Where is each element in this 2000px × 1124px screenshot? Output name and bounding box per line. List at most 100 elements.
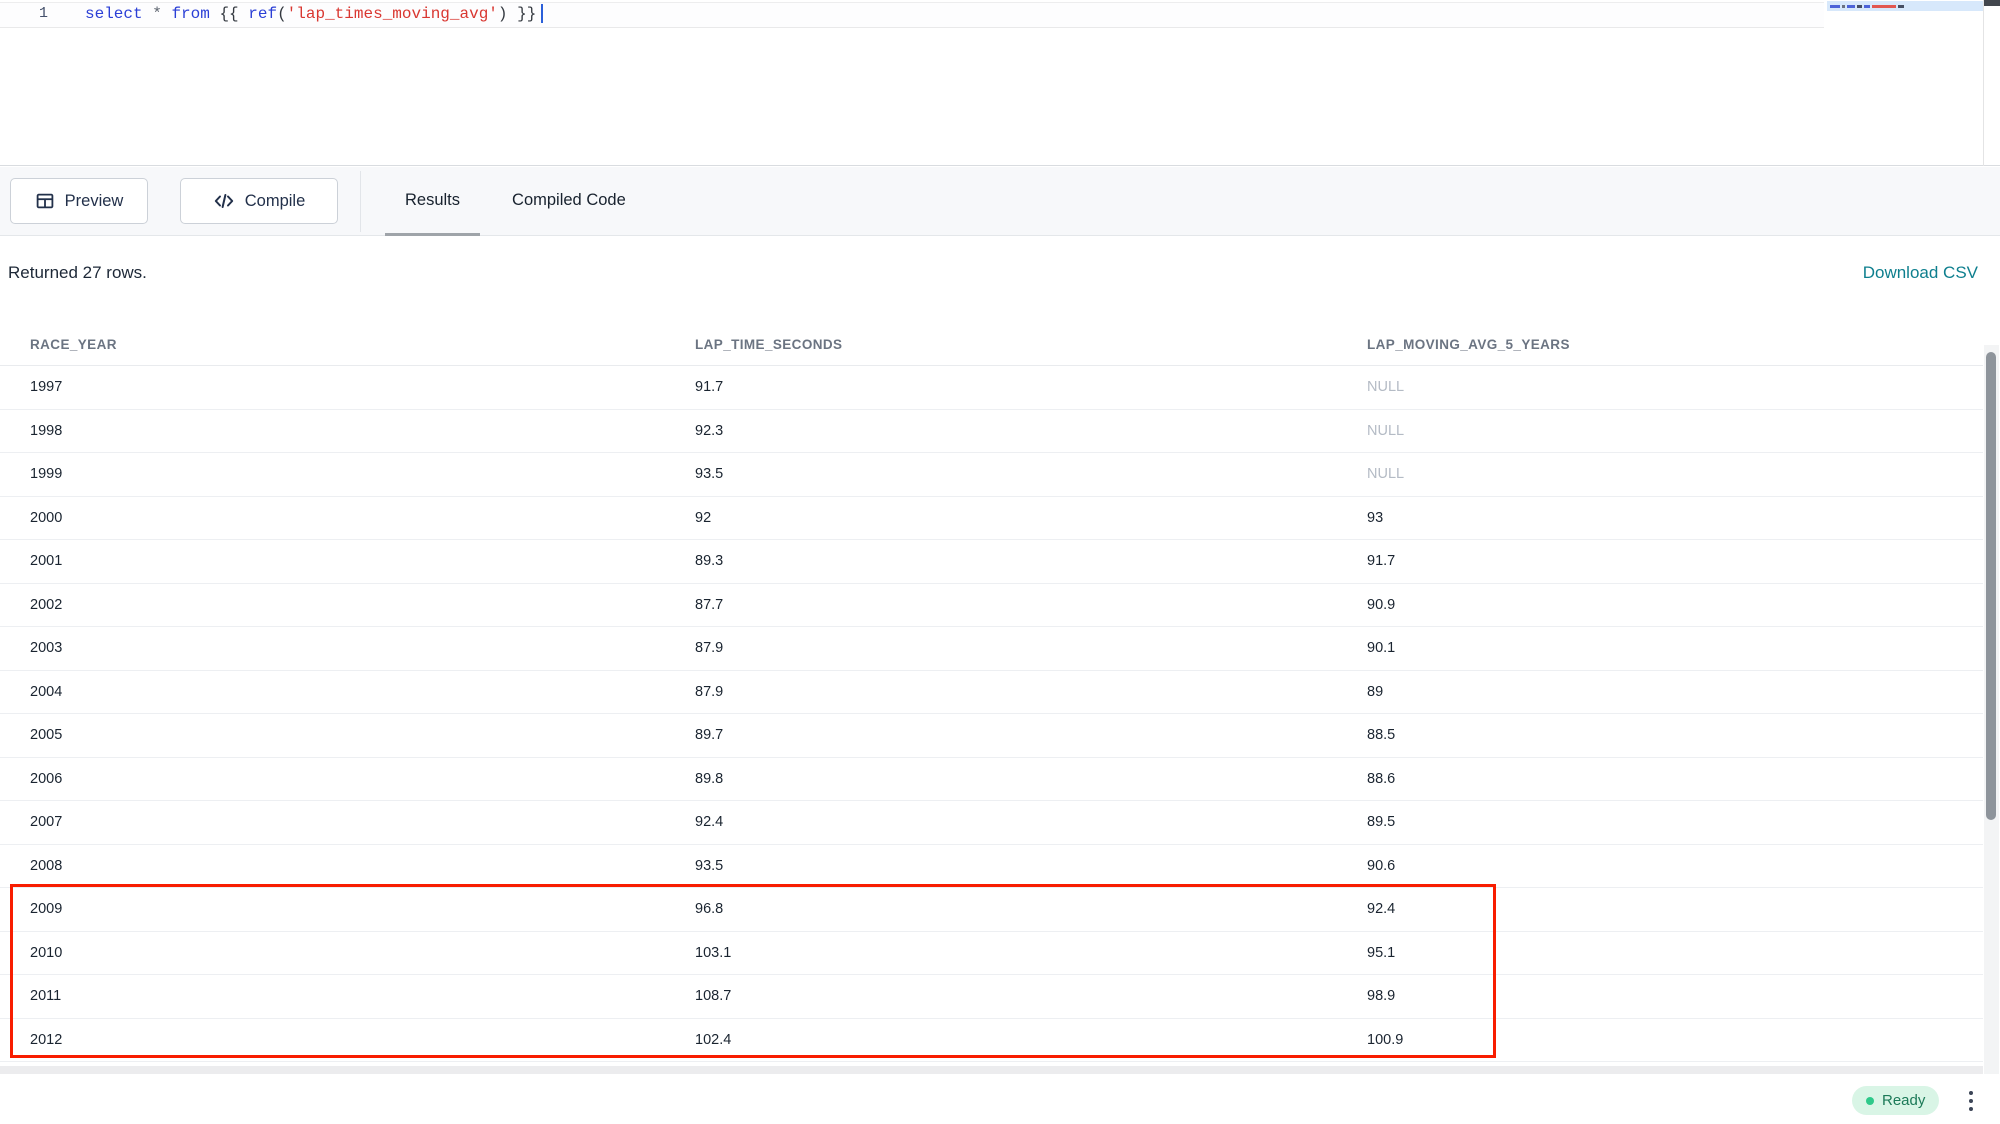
table-cell: 2002 bbox=[30, 596, 63, 613]
table-row: 2001 89.3 91.7 bbox=[0, 540, 1983, 584]
table-cell: 87.9 bbox=[695, 640, 724, 657]
table-cell: 89 bbox=[1367, 683, 1384, 700]
table-row: 2009 96.8 92.4 bbox=[0, 888, 1983, 932]
console-header: Preview Compile Results Compiled Code bbox=[0, 167, 2000, 236]
tab-label: Results bbox=[405, 190, 461, 209]
table-cell: 91.7 bbox=[1367, 553, 1396, 570]
table-cell: 2007 bbox=[30, 814, 63, 831]
compile-button-label: Compile bbox=[244, 191, 306, 210]
kebab-menu-icon[interactable] bbox=[1958, 1087, 1984, 1115]
code-token-keyword: select bbox=[85, 5, 143, 23]
code-token-string: 'lap_times_moving_avg' bbox=[286, 5, 498, 23]
table-cell: 2006 bbox=[30, 770, 63, 787]
tab-compiled-code[interactable]: Compiled Code bbox=[492, 167, 646, 236]
sql-editor[interactable]: 1 select * from {{ ref('lap_times_moving… bbox=[0, 0, 2000, 166]
table-cell: 100.9 bbox=[1367, 1031, 1404, 1048]
table-cell: 87.9 bbox=[695, 683, 724, 700]
table-cell: 90.1 bbox=[1367, 640, 1396, 657]
result-tabs: Results Compiled Code bbox=[385, 167, 646, 236]
column-header-lap-time-seconds: LAP_TIME_SECONDS bbox=[695, 337, 843, 352]
row-count-summary: Returned 27 rows. bbox=[8, 263, 147, 282]
table-row: 2000 92 93 bbox=[0, 496, 1983, 540]
table-cell: 95.1 bbox=[1367, 944, 1396, 961]
header-divider bbox=[360, 171, 361, 232]
minimap-code-segment bbox=[1830, 4, 1840, 8]
column-header-lap-moving-avg-5-years: LAP_MOVING_AVG_5_YEARS bbox=[1367, 337, 1570, 352]
table-cell: 1999 bbox=[30, 466, 63, 483]
table-cell: 90.6 bbox=[1367, 857, 1396, 874]
code-token-plain bbox=[143, 5, 153, 23]
editor-scrollbar-thumb[interactable] bbox=[1984, 0, 2000, 6]
status-dot-icon bbox=[1866, 1096, 1874, 1105]
table-row: 2011 108.7 98.9 bbox=[0, 975, 1983, 1019]
table-cell: 92.4 bbox=[695, 814, 724, 831]
code-line[interactable]: select * from {{ ref('lap_times_moving_a… bbox=[85, 3, 544, 25]
table-row: 2007 92.4 89.5 bbox=[0, 801, 1983, 845]
code-token-operator: * bbox=[152, 5, 162, 23]
code-token-plain: ( bbox=[277, 5, 287, 23]
horizontal-scrollbar[interactable] bbox=[0, 1066, 1983, 1074]
line-number: 1 bbox=[38, 5, 48, 22]
table-cell: 92 bbox=[695, 509, 712, 526]
table-cell: 103.1 bbox=[695, 944, 732, 961]
text-cursor bbox=[541, 4, 544, 23]
table-cell: 2004 bbox=[30, 683, 63, 700]
tab-label: Compiled Code bbox=[512, 190, 626, 209]
code-token-plain: {{ bbox=[209, 5, 249, 23]
table-cell: 93.5 bbox=[695, 466, 724, 483]
code-token-plain bbox=[162, 5, 172, 23]
table-row: 1999 93.5 NULL bbox=[0, 453, 1983, 497]
grid-header: RACE_YEAR LAP_TIME_SECONDS LAP_MOVING_AV… bbox=[0, 325, 1983, 366]
table-cell: 89.5 bbox=[1367, 814, 1396, 831]
table-cell: 87.7 bbox=[695, 596, 724, 613]
table-cell: NULL bbox=[1367, 379, 1405, 396]
minimap-code-segment bbox=[1857, 4, 1862, 8]
table-cell: 2003 bbox=[30, 640, 63, 657]
table-cell: 2001 bbox=[30, 553, 63, 570]
compile-button[interactable]: Compile bbox=[180, 178, 338, 224]
table-cell: 102.4 bbox=[695, 1031, 732, 1048]
code-token-plain: }} bbox=[507, 5, 537, 23]
code-token-keyword: ref bbox=[248, 5, 278, 23]
status-badge-label: Ready bbox=[1882, 1092, 1926, 1109]
vertical-scrollbar-thumb[interactable] bbox=[1986, 352, 1996, 820]
table-row: 2010 103.1 95.1 bbox=[0, 931, 1983, 975]
code-tokens: select * from {{ ref('lap_times_moving_a… bbox=[85, 5, 536, 23]
editor-minimap[interactable] bbox=[1827, 1, 1983, 11]
table-cell: 96.8 bbox=[695, 901, 724, 918]
table-cell: 2011 bbox=[30, 988, 62, 1005]
table-row: 2002 87.7 90.9 bbox=[0, 583, 1983, 627]
table-cell: 89.7 bbox=[695, 727, 724, 744]
code-token-plain: ) bbox=[497, 5, 508, 23]
table-row: 2003 87.9 90.1 bbox=[0, 627, 1983, 671]
table-row: 2008 93.5 90.6 bbox=[0, 844, 1983, 888]
table-cell: 2000 bbox=[30, 509, 63, 526]
table-cell: 1997 bbox=[30, 379, 63, 396]
tab-results[interactable]: Results bbox=[385, 167, 481, 236]
table-cell: 89.8 bbox=[695, 770, 724, 787]
download-csv-link[interactable]: Download CSV bbox=[1862, 263, 1978, 282]
table-cell: 93 bbox=[1367, 509, 1384, 526]
minimap-code-segment bbox=[1872, 4, 1896, 8]
grid-body: 1997 91.7 NULL 1998 92.3 NULL 1999 93.5 NULL 2000… bbox=[0, 366, 1983, 1062]
table-cell: 2010 bbox=[30, 944, 63, 961]
table-cell: 89.3 bbox=[695, 553, 724, 570]
table-cell: 2012 bbox=[30, 1031, 63, 1048]
table-row: 2006 89.8 88.6 bbox=[0, 757, 1983, 801]
status-badge: Ready bbox=[1852, 1086, 1940, 1115]
preview-button[interactable]: Preview bbox=[10, 178, 148, 224]
table-cell: 92.3 bbox=[695, 422, 724, 439]
table-cell: 88.5 bbox=[1367, 727, 1396, 744]
table-cell: NULL bbox=[1367, 466, 1405, 483]
table-cell: 88.6 bbox=[1367, 770, 1396, 787]
table-cell: NULL bbox=[1367, 422, 1405, 439]
table-row: 1997 91.7 NULL bbox=[0, 366, 1983, 410]
table-row: 2005 89.7 88.5 bbox=[0, 714, 1983, 758]
table-cell: 2008 bbox=[30, 857, 63, 874]
table-cell: 91.7 bbox=[695, 379, 724, 396]
minimap-code-segment bbox=[1847, 4, 1855, 8]
table-cell: 2009 bbox=[30, 901, 63, 918]
vertical-scrollbar-track bbox=[1984, 345, 1999, 1074]
minimap-code-segment bbox=[1842, 4, 1845, 8]
